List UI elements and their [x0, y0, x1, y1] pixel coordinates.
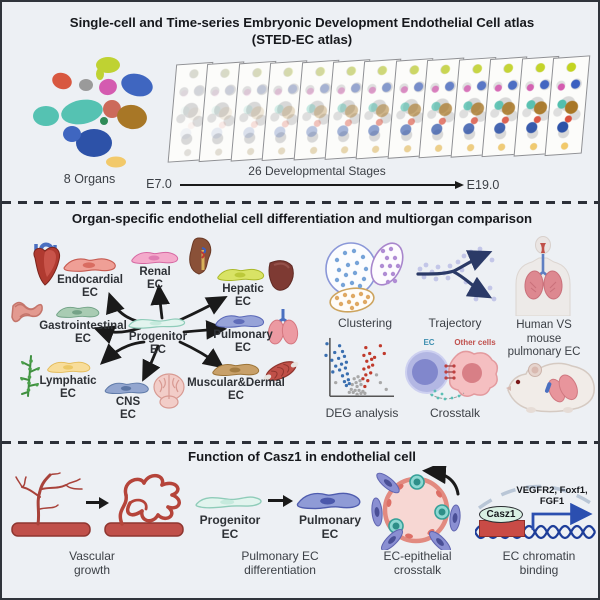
crosstalk-label: Crosstalk — [429, 406, 480, 420]
cell-label-renal: Renal EC — [139, 266, 171, 292]
target-genes-label: VEGFR2, Foxf1, FGF1 — [516, 485, 588, 508]
clustering-plot — [325, 242, 404, 313]
section2-title: Organ-specific endothelial cell differen… — [71, 211, 533, 226]
cell-label-hepatic: Hepatic EC — [222, 283, 264, 309]
ec-epithelial-label: EC-epithelial crosstalk — [383, 549, 452, 578]
progenitor-cell-icon — [128, 318, 186, 329]
deg-volcano-plot — [324, 337, 394, 398]
cell-label-pulmonary: Pulmonary EC — [213, 329, 273, 355]
cell-label-lymphatic: Lymphatic EC — [39, 375, 97, 401]
brain-icon — [153, 373, 185, 409]
trajectory-label: Trajectory — [428, 316, 482, 330]
timeline-end: E19.0 — [466, 178, 500, 192]
endocardial-cell-icon — [63, 258, 116, 272]
mouse-icon — [506, 362, 595, 413]
chromatin-caption: EC chromatin binding — [502, 549, 576, 578]
kidney-icon — [189, 237, 212, 275]
ec-epithelial-sphere — [371, 466, 461, 550]
renal-cell-icon — [131, 251, 179, 265]
liver-icon — [268, 260, 294, 291]
timeline-arrow — [180, 180, 464, 189]
crosstalk-other-label: Other cells — [454, 338, 496, 347]
comparison-label: Human VS mouse pulmonary EC — [507, 319, 581, 359]
diff-to-label: Pulmonary EC — [298, 513, 361, 541]
umap-label: 8 Organs — [63, 172, 116, 186]
cell-label-endocardial: Endocardial EC — [57, 274, 123, 300]
gastrointestinal-cell-icon — [56, 306, 100, 318]
pulmonary-cell-icon — [215, 315, 265, 328]
intestine-icon — [11, 301, 43, 323]
pulmonary-cell-icon — [296, 492, 361, 510]
cell-label-muscular-dermal: Muscular&Dermal EC — [187, 377, 285, 403]
atlas-title: Single-cell and Time-series Embryonic De… — [69, 15, 535, 48]
vascular-growth-label: Vascular growth — [69, 549, 115, 578]
trajectory-plot — [416, 246, 497, 302]
timeline-label: 26 Developmental Stages — [248, 164, 386, 178]
muscular-dermal-cell-icon — [212, 363, 260, 377]
human-figure-icon — [515, 236, 571, 316]
muscle-icon — [263, 361, 299, 381]
progenitor-label: Progenitor EC — [128, 331, 188, 357]
lungs-icon — [267, 309, 299, 345]
deg-label: DEG analysis — [325, 406, 399, 420]
timeline-start: E7.0 — [146, 177, 172, 191]
clustering-label: Clustering — [337, 316, 393, 330]
progenitor-cell-icon — [195, 496, 262, 509]
differentiation-caption: Pulmonary EC differentiation — [241, 549, 319, 578]
heart-icon — [33, 242, 61, 286]
lymphatic-cell-icon — [47, 361, 91, 373]
casz1-factor-badge: Casz1 — [479, 506, 523, 523]
cell-label-cns: CNS EC — [115, 396, 141, 422]
differentiation-arrow — [268, 494, 293, 507]
section3-title: Function of Casz1 in endothelial cell — [188, 449, 416, 464]
crosstalk-ec-label: EC — [423, 338, 435, 347]
stage-panel — [544, 55, 591, 157]
section-divider — [2, 201, 598, 204]
vascular-growth-illustration — [11, 472, 184, 537]
cell-label-gastrointestinal: Gastrointestinal EC — [39, 320, 127, 346]
hepatic-cell-icon — [217, 268, 265, 282]
lymphatic-vessels-icon — [20, 355, 40, 397]
cns-cell-icon — [104, 382, 149, 395]
section-divider — [2, 441, 598, 444]
umap-plot — [33, 57, 153, 168]
diff-from-label: Progenitor EC — [199, 513, 261, 541]
crosstalk-plot — [405, 350, 499, 401]
vascular-growth-arrow — [86, 496, 109, 509]
stage-panel-stack — [167, 55, 591, 167]
